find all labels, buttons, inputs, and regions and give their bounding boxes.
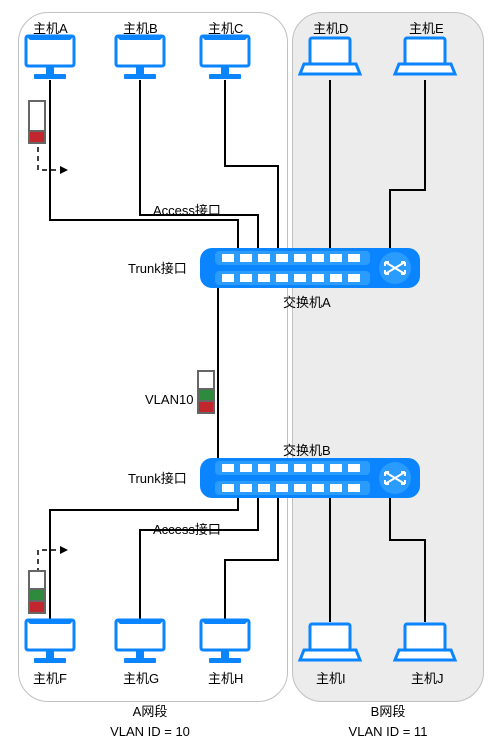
zone-a-vlan: VLAN ID = 10 <box>80 722 220 741</box>
zone-b-name: B网段 <box>318 702 458 722</box>
access-port-label-bottom: Access接口 <box>153 519 221 538</box>
wire-host-h <box>225 498 278 622</box>
host-a-label: 主机A <box>33 18 68 37</box>
wire-host-a <box>50 80 238 248</box>
switch-b-label: 交换机B <box>283 440 331 459</box>
host-c-icon <box>201 36 249 79</box>
wire-host-c <box>225 80 278 248</box>
packet-trunk <box>197 370 215 420</box>
access-port-label-top: Access接口 <box>153 200 221 219</box>
host-d-label: 主机D <box>313 18 348 37</box>
zone-a-name: A网段 <box>80 702 220 722</box>
host-b-icon <box>116 36 164 79</box>
host-c-label: 主机C <box>208 18 243 37</box>
host-g-label: 主机G <box>123 668 159 687</box>
trunk-port-label-top: Trunk接口 <box>128 258 187 277</box>
host-e-icon <box>395 38 455 74</box>
arrowhead-top <box>60 166 68 174</box>
switch-a-icon <box>200 248 420 288</box>
arrowhead-bottom <box>60 546 68 554</box>
wire-host-b <box>140 80 258 248</box>
host-b-label: 主机B <box>123 18 158 37</box>
zone-b-footer: B网段 VLAN ID = 11 <box>318 702 458 741</box>
packet-host-f <box>28 570 46 620</box>
zone-b-vlan: VLAN ID = 11 <box>318 722 458 741</box>
host-j-label: 主机J <box>411 668 444 687</box>
host-i-icon <box>300 624 360 660</box>
host-j-icon <box>395 624 455 660</box>
wire-host-e <box>390 80 425 248</box>
host-h-label: 主机H <box>208 668 243 687</box>
host-g-icon <box>116 620 164 663</box>
vlan-tag-label: VLAN10 <box>145 392 193 407</box>
wires <box>50 80 425 622</box>
zone-a-footer: A网段 VLAN ID = 10 <box>80 702 220 741</box>
host-e-label: 主机E <box>409 18 444 37</box>
host-f-label: 主机F <box>33 668 67 687</box>
host-a-icon <box>26 36 74 79</box>
wire-host-j <box>390 498 425 622</box>
switch-a-label: 交换机A <box>283 292 331 311</box>
switch-b-icon <box>200 458 420 498</box>
packet-host-a <box>28 100 46 150</box>
host-h-icon <box>201 620 249 663</box>
host-f-icon <box>26 620 74 663</box>
host-d-icon <box>300 38 360 74</box>
network-diagram <box>0 0 502 733</box>
trunk-port-label-bottom: Trunk接口 <box>128 468 187 487</box>
host-i-label: 主机I <box>316 668 346 687</box>
wire-host-f <box>50 498 238 622</box>
arrowheads <box>60 166 68 554</box>
